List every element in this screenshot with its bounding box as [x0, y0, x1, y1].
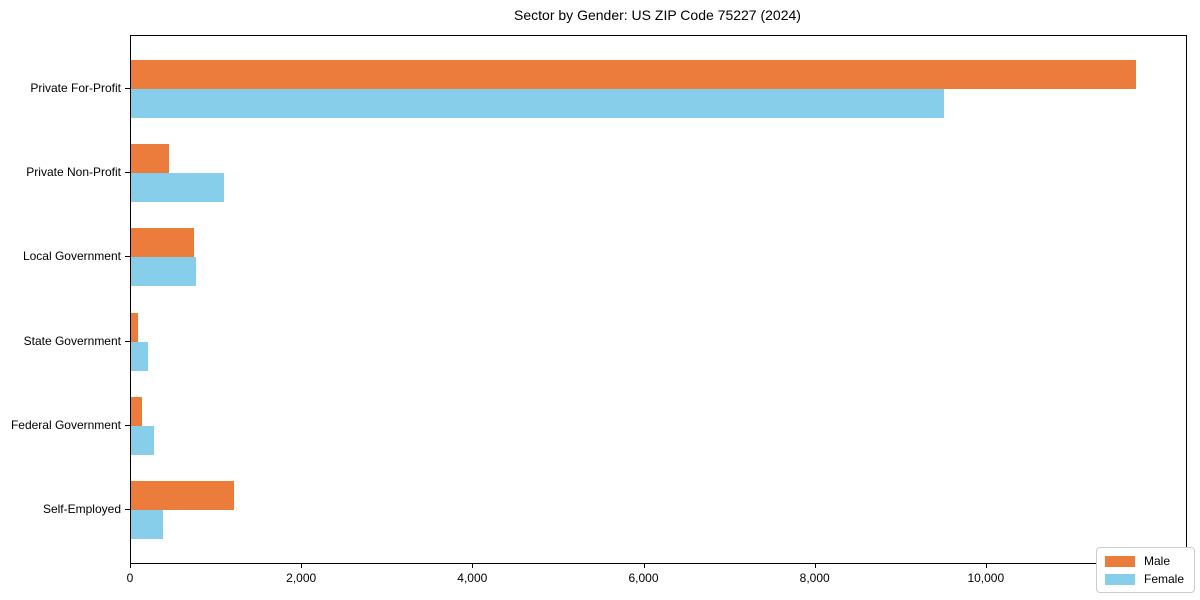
bar-male-2 [131, 228, 194, 258]
legend-item-male: Male [1104, 554, 1184, 568]
bar-female-2 [131, 257, 196, 287]
bar-male-0 [131, 60, 1136, 89]
y-tick-mark [125, 509, 130, 510]
bar-female-5 [131, 510, 163, 539]
legend-male-label: Male [1143, 554, 1170, 568]
legend-item-female: Female [1104, 572, 1184, 586]
x-tick-mark [301, 563, 303, 568]
y-axis-label: State Government [23, 333, 121, 348]
x-tick-label: 4,000 [457, 571, 488, 585]
bar-male-1 [131, 144, 169, 174]
x-tick-label: 0 [126, 571, 134, 585]
x-tick-mark [985, 563, 987, 568]
bar-female-1 [131, 173, 224, 203]
bar-female-4 [131, 425, 154, 455]
bar-female-0 [131, 89, 945, 118]
x-tick-label: 8,000 [799, 571, 830, 585]
x-tick-mark [472, 563, 474, 568]
x-tick-mark [643, 563, 645, 568]
y-axis-label: Private For-Profit [30, 81, 121, 95]
y-tick-mark [125, 172, 130, 174]
y-axis-label: Private Non-Profit [26, 165, 121, 180]
x-tick-mark [814, 563, 816, 568]
plot-area [130, 35, 1187, 564]
bar-male-4 [131, 396, 142, 426]
y-tick-mark [125, 88, 130, 89]
legend-female-label: Female [1143, 572, 1184, 586]
legend-male-swatch [1104, 555, 1135, 567]
y-tick-mark [125, 340, 130, 342]
legend: Male Female [1095, 547, 1195, 593]
chart-title: Sector by Gender: US ZIP Code 75227 (202… [514, 7, 801, 23]
legend-female-swatch [1104, 573, 1135, 585]
x-tick-label: 10,000 [967, 571, 1005, 585]
bar-male-3 [131, 312, 138, 342]
x-tick-mark [130, 563, 131, 568]
bar-male-5 [131, 481, 234, 510]
bar-female-3 [131, 341, 148, 371]
x-tick-label: 6,000 [628, 571, 659, 585]
x-tick-label: 2,000 [286, 571, 317, 585]
y-axis-label: Local Government [22, 249, 121, 264]
y-axis-label: Federal Government [10, 417, 121, 432]
y-tick-mark [125, 256, 130, 258]
y-tick-mark [125, 424, 130, 426]
y-axis-label: Self-Employed [42, 502, 121, 516]
